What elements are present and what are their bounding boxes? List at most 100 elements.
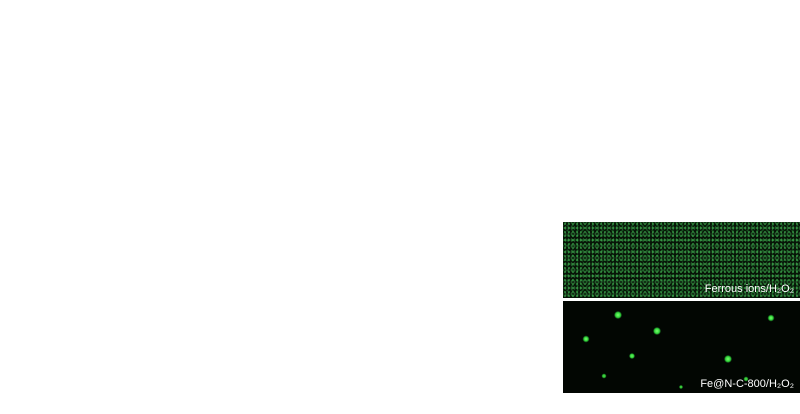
panel-e-point-1-3 [502,327,510,334]
panel-e-inset-name-free: ·OH_free [468,243,497,250]
a-trace-label-0: 0.5 min [216,149,250,160]
d-trace-label-1: Fe@N-C-800/H₂O₂ [163,310,248,321]
panel-e-legend-label-2: Fe@N-C-800/H₂O₂ with F⁻ [318,256,420,266]
panel-e-inset-bar-label-1: 89 [499,223,508,232]
micrograph-fe-nc-800: Fe@N-C-800/H₂O₂ [563,301,800,393]
b-trace-2 [302,87,526,95]
panel-e-inset-ytick-60: 60 [456,244,464,251]
panel-e-point-3-2 [435,376,442,383]
panel-e-xtick-label-2: 2 [368,395,374,407]
b-trace-label-2: 4 min [499,79,525,90]
a-trace-4 [42,7,251,25]
panel-e-x-axis-label: Time (min) [378,404,430,414]
panel-e-curve-2 [303,299,507,391]
panel-c-point-1-2 [637,86,646,94]
a-trace-3 [42,43,251,61]
panel-e-xtick-label-0: 0 [301,395,307,407]
b-trace-label-0: 0.5 min [491,150,525,161]
panel-e-legend-label-1: Feᴵᴵ/H₂O₂ without F⁻ [318,242,394,252]
b-trace-label-1: 2 min [499,115,525,126]
b-xtick-label-3480: 3480 [318,185,342,197]
panel-c-legend-label-1: Ferrous ions [716,26,783,40]
panel-a-x-ticks: 3480 3500 3520 3540 [56,175,251,196]
panel-e-point-3-1 [368,378,375,386]
panel-b-traces [302,19,526,173]
panel-b-time-labels: 0.5 min 2 min 4 min 6 min 30 min [491,8,525,161]
panel-c-point-1-8 [755,162,763,171]
micrograph-fe-nc-800-label: Fe@N-C-800/H₂O₂ [700,378,794,390]
panel-d-y-axis-label: Intensity (arb. units) [23,258,35,355]
panel-c-ytick-label-0.8: 0.8 [571,38,586,50]
panel-c-point-0-5 [682,97,689,104]
panel-d-trace-labels: H₂O₂ Fe@N-C-800/H₂O₂ Phenol/Fe@N-C-800/H₂O… [129,232,248,361]
d-trace-label-0: H₂O₂ [225,350,248,361]
b-xtick-label-3500: 3500 [379,185,403,197]
panel-c-point-1-7 [725,161,734,169]
panel-e-point-2-1 [368,342,375,350]
panel-label-f: f [538,213,546,238]
a-trace-0 [42,155,251,167]
a-xtick-label-3540: 3540 [227,184,251,196]
panel-d-frame [39,221,254,391]
panel-c-point-0-1 [623,44,630,51]
panel-b-x-ticks: 3480 3500 3520 3540 [318,176,525,197]
micrograph-ferrous-ions-label: Ferrous ions/H₂O₂ [704,283,794,295]
a-trace-label-3: 6 min [224,40,250,51]
panel-e-plot-area: 0.00 0.05 0.10 0.15 0.20 0 1 2 3 4 5 6 Feᴵᴵ/H₂O₂ wit… [269,221,517,407]
panel-c-point-1-1 [622,54,631,63]
panel-label-e: e [280,213,292,238]
panel-c-xtick-label-200: 200 [750,181,768,193]
panel-e-legend-label-0: Feᴵᴵ/H₂O₂ with F⁻ [318,228,383,238]
panel-a-x-axis-label: Magnetic Field (G) [102,196,192,208]
panel-c-point-1-6 [696,158,705,166]
panel-b-x-axis-label: Magnetic Field (G) [369,196,459,208]
b-trace-label-3: 6 min [499,44,525,55]
panel-e-ytick-label-0.2: 0.20 [269,245,290,257]
panel-c-120s-annotation: 120 s [625,152,657,167]
panel-c-xtick-label-160: 160 [721,181,739,193]
panel-e-inset-bar-0 [473,272,485,278]
panel-e-inset-ytick-0: 0 [459,276,463,283]
panel-c-point-0-4 [667,93,674,100]
panel-c-xtick-label-240: 240 [779,181,797,193]
panel-c-y-axis-label: EPR Intensity_t / Intensity_0 [548,23,560,161]
d-trace-label-3: KI/Fe@N-C-800/H₂O₂ [151,232,248,243]
a-trace-2 [42,79,251,98]
panel-c-xtick-label--120: -120 [579,181,601,193]
panel-e-y-axis-label: Concentration of ·OH (10⁻³ M) [260,238,272,386]
panel-label-d: d [4,213,17,238]
panel-e-point-3-3 [502,374,510,381]
panel-c-x-axis-label: Time (sec) [659,196,711,208]
panel-label-c: c [540,5,552,30]
panel-e-band-0 [304,323,506,390]
panel-e-band-1 [304,325,506,390]
panel-c-point-1-0 [608,8,616,16]
panel-e-ytick-label-0.05: 0.05 [269,350,290,362]
b-xtick-label-3520: 3520 [440,185,464,197]
panel-e-point-2-3 [502,297,510,304]
panel-c-ytick-label-0.2: 0.2 [571,132,586,144]
panel-c-240s-annotation: 240 s [664,132,696,147]
panel-c-point-1-5 [681,153,690,162]
panel-c-xtick-label-80: 80 [665,181,677,193]
panel-e-band-2 [304,292,506,390]
panel-e-legend-marker-3 [304,285,310,291]
panel-c-xtick-label-0: 0 [609,181,615,193]
panel-e-xtick-label-3: 3 [402,395,408,407]
panel-c-legend-label-0: Fe@N-C-800 [716,9,788,23]
panel-c-xtick-label-40: 40 [635,181,647,193]
micrograph-ferrous-ions: Ferrous ions/H₂O₂ [563,222,800,298]
panel-c-frame [589,3,797,177]
panel-a-time-labels: 0.5 min 2 min 4 min 6 min 30 min [216,4,250,160]
panel-e-legend-marker-1 [304,243,310,249]
panel-c-ytick-label-0.6: 0.6 [571,69,586,81]
panel-e-inset-ytick-20: 20 [456,265,464,272]
panel-b-frame [299,7,529,181]
panel-a-traces [42,7,251,167]
panel-c-point-1-9 [784,162,793,171]
panel-c-red-arrow [602,78,612,86]
a-trace-label-2: 4 min [224,77,250,88]
panel-c-point-0-2 [638,68,645,75]
panel-c-point-0-3 [653,88,660,95]
d-xtick-label-3500: 3500 [113,395,137,407]
